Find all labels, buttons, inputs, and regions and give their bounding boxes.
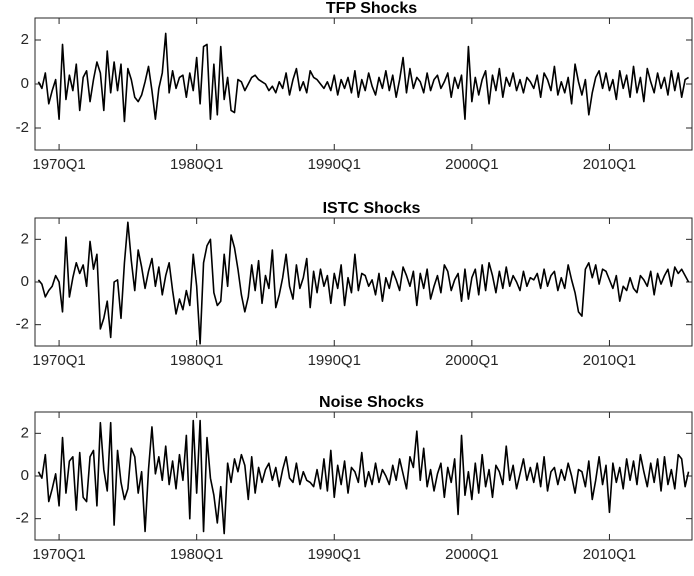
y-tick-label: 0 <box>21 273 29 290</box>
x-tick-label: 1990Q1 <box>308 352 361 369</box>
x-tick-label: 2000Q1 <box>445 156 498 173</box>
x-tick-label: 1980Q1 <box>170 156 223 173</box>
x-tick-label: 1970Q1 <box>32 546 85 563</box>
x-tick-label: 1990Q1 <box>308 546 361 563</box>
y-tick-label: -2 <box>16 510 29 527</box>
chart-title: TFP Shocks <box>326 0 417 17</box>
y-tick-label: 2 <box>21 424 29 441</box>
chart-title: Noise Shocks <box>319 394 424 411</box>
y-tick-label: 2 <box>21 31 29 48</box>
x-tick-label: 1990Q1 <box>308 156 361 173</box>
axes-box <box>34 17 693 151</box>
x-tick-label: 2000Q1 <box>445 546 498 563</box>
axes-box <box>34 411 693 541</box>
chart-title: ISTC Shocks <box>323 200 421 217</box>
y-tick-label: 0 <box>21 467 29 484</box>
x-tick-label: 1970Q1 <box>32 156 85 173</box>
y-tick-label: 2 <box>21 230 29 247</box>
axes-box <box>34 217 693 347</box>
x-tick-label: 2010Q1 <box>583 156 636 173</box>
series-line <box>37 32 689 123</box>
y-tick-label: -2 <box>16 316 29 333</box>
y-tick-label: 0 <box>21 75 29 92</box>
x-tick-label: 2010Q1 <box>583 352 636 369</box>
series-line <box>37 419 690 535</box>
x-tick-label: 2010Q1 <box>583 546 636 563</box>
x-tick-label: 1970Q1 <box>32 352 85 369</box>
x-tick-label: 1980Q1 <box>170 352 223 369</box>
y-tick-label: -2 <box>16 119 29 136</box>
x-tick-label: 1980Q1 <box>170 546 223 563</box>
x-tick-label: 2000Q1 <box>445 352 498 369</box>
series-line <box>37 221 690 345</box>
